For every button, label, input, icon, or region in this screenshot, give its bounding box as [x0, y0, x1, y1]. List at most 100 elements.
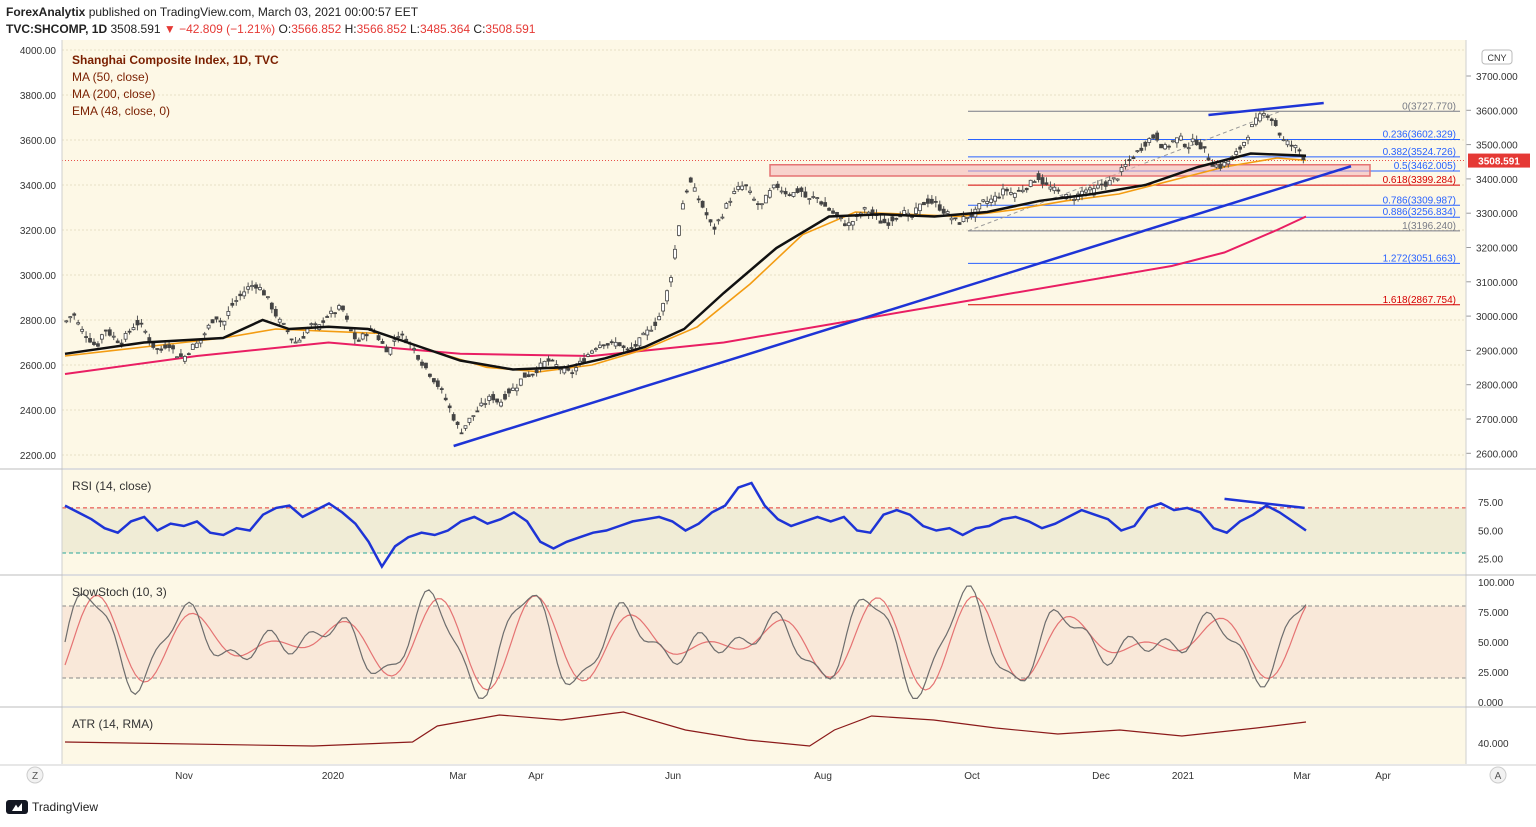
atr-pane[interactable]: [62, 708, 1466, 764]
candle-body: [696, 198, 701, 201]
tradingview-footer[interactable]: TradingView: [6, 800, 98, 814]
candle-body: [937, 204, 942, 211]
right-axis-label: 3200.000: [1476, 244, 1518, 255]
ma50-line[interactable]: [64, 152, 1307, 371]
rsi-divergence-line[interactable]: [1224, 497, 1305, 510]
left-axis-label: 2800.00: [20, 316, 57, 327]
candle-body: [72, 313, 77, 316]
candle-body: [993, 195, 997, 202]
stoch-d-line[interactable]: [64, 594, 1307, 691]
candle-body: [625, 348, 630, 351]
fib-retracement[interactable]: 0(3727.770) 0.236(3602.329) 0.382(3524.726…: [967, 101, 1460, 306]
candle-body: [254, 284, 258, 289]
candle-body: [1056, 189, 1061, 192]
left-axis-label: 3400.00: [20, 181, 57, 192]
right-price-axis[interactable]: 3700.000 3600.000 3500.000 3400.000 3300.000…: [1466, 72, 1518, 460]
candle-body: [1084, 189, 1088, 193]
stoch-axis-label: 25.000: [1478, 668, 1509, 679]
rsi-line[interactable]: [64, 481, 1307, 570]
price-pane[interactable]: [62, 40, 1466, 468]
candle-body: [787, 194, 792, 196]
time-axis-label: Nov: [175, 771, 193, 782]
candle-body: [111, 335, 116, 338]
candle-body: [574, 367, 579, 372]
candle-body: [779, 190, 784, 193]
candle-body: [68, 316, 73, 319]
right-axis-label: 3400.000: [1476, 175, 1518, 186]
candle-body: [839, 217, 843, 220]
candle-body: [558, 368, 563, 371]
candle-body: [1234, 151, 1239, 155]
candle-body: [661, 303, 666, 312]
candle-body: [1028, 179, 1033, 187]
candle-body: [724, 203, 729, 209]
right-axis-label: 2600.000: [1476, 449, 1518, 460]
candle-body: [273, 308, 278, 317]
candle-body: [1186, 147, 1191, 150]
candle-body: [364, 334, 369, 337]
time-axis-label: Dec: [1092, 771, 1110, 782]
candle-body: [238, 293, 243, 297]
candle-body: [1072, 199, 1077, 201]
candle-body: [1143, 141, 1148, 147]
candle-body: [1250, 124, 1254, 128]
candle-body: [242, 291, 247, 297]
candle-body: [1123, 164, 1128, 167]
candle-body: [748, 190, 752, 193]
stoch-band: [62, 606, 1466, 678]
candle-body: [669, 277, 673, 283]
candle-body: [680, 203, 685, 210]
right-axis-label: 2900.000: [1476, 346, 1518, 357]
candle-body: [64, 320, 69, 323]
candle-body: [435, 380, 440, 387]
candle-body: [526, 374, 531, 377]
candle-body: [214, 316, 219, 320]
candle-body: [333, 312, 337, 315]
ema48-line[interactable]: [64, 157, 1307, 373]
resistance-zone[interactable]: [769, 164, 1371, 177]
legend-ma50: MA (50, close): [72, 70, 149, 84]
candle-body: [222, 320, 227, 326]
atr-line[interactable]: [64, 711, 1307, 747]
candle-body: [728, 200, 733, 203]
candle-body: [376, 335, 381, 341]
candle-body: [823, 202, 828, 207]
candle-body: [1289, 144, 1294, 147]
time-axis[interactable]: Nov 2020 Mar Apr Jun Aug Oct Dec 2021 Mar Apr: [175, 771, 1391, 782]
right-axis-label: 2800.000: [1476, 381, 1518, 392]
trendline-main[interactable]: [453, 165, 1352, 448]
candle-body: [345, 315, 349, 320]
zoom-z-button[interactable]: Z: [26, 766, 44, 784]
right-axis-label: 3600.000: [1476, 106, 1518, 117]
trendline-upper[interactable]: [1208, 101, 1324, 117]
candle-body: [507, 388, 511, 394]
candle-body: [76, 322, 81, 325]
candle-body: [491, 394, 496, 401]
left-axis-label: 3600.00: [20, 136, 57, 147]
candle-body: [894, 217, 899, 220]
auto-scale-button[interactable]: A: [1489, 766, 1507, 784]
left-price-axis[interactable]: 4000.00 3800.00 3600.00 3400.00 3200.00 3000.…: [20, 46, 57, 462]
candle-body: [850, 221, 855, 226]
candle-body: [84, 336, 88, 338]
open-label: O:: [278, 22, 292, 36]
candle-body: [218, 320, 223, 323]
right-axis-label: 2700.000: [1476, 415, 1518, 426]
left-axis-label: 2200.00: [20, 451, 57, 462]
chart-canvas[interactable]: 4000.00 3800.00 3600.00 3400.00 3200.00 3000.…: [0, 40, 1536, 790]
close-label: C:: [473, 22, 486, 36]
candle-body: [293, 341, 298, 344]
candle-body: [297, 339, 302, 343]
candle-body: [265, 296, 270, 299]
candle-body: [115, 340, 120, 344]
footer-brand: TradingView: [32, 800, 99, 814]
candle-body: [1088, 187, 1092, 191]
candle-body: [198, 339, 203, 344]
candle-body: [534, 369, 539, 374]
candle-body: [653, 321, 658, 326]
candle-body: [230, 302, 235, 306]
candle-body: [269, 302, 274, 310]
stoch-label: SlowStoch (10, 3): [72, 585, 167, 599]
candle-body: [926, 198, 930, 204]
stoch-k-line[interactable]: [64, 585, 1307, 700]
